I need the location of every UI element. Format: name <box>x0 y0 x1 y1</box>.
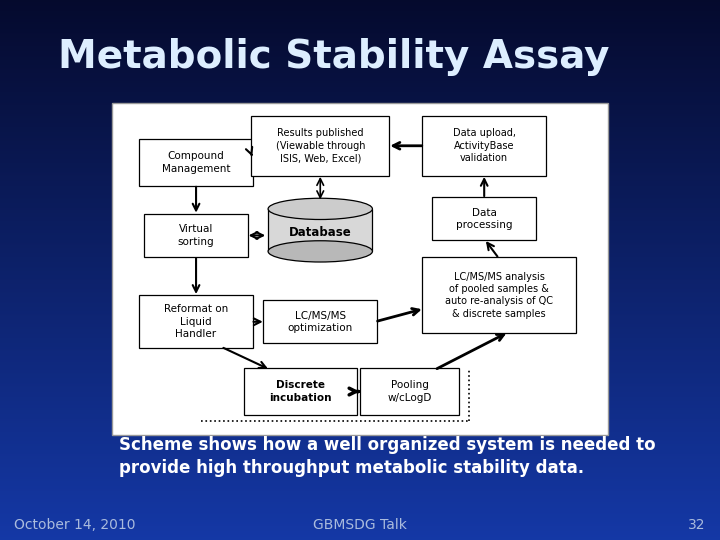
Text: Results published
(Viewable through
ISIS, Web, Excel): Results published (Viewable through ISIS… <box>276 129 365 163</box>
Text: GBMSDG Talk: GBMSDG Talk <box>313 518 407 532</box>
FancyBboxPatch shape <box>423 116 546 176</box>
Ellipse shape <box>268 198 372 219</box>
Text: Pooling
w/cLogD: Pooling w/cLogD <box>387 380 432 403</box>
Text: Compound
Management: Compound Management <box>162 151 230 173</box>
FancyBboxPatch shape <box>144 214 248 257</box>
Text: Virtual
sorting: Virtual sorting <box>178 224 215 247</box>
FancyBboxPatch shape <box>112 103 608 435</box>
FancyBboxPatch shape <box>251 116 390 176</box>
Text: Database: Database <box>289 226 351 239</box>
FancyBboxPatch shape <box>243 368 357 415</box>
Text: LC/MS/MS
optimization: LC/MS/MS optimization <box>287 310 353 333</box>
Text: Data upload,
ActivityBase
validation: Data upload, ActivityBase validation <box>453 129 516 163</box>
FancyBboxPatch shape <box>423 257 576 333</box>
Text: Scheme shows how a well organized system is needed to
provide high throughput me: Scheme shows how a well organized system… <box>119 435 655 477</box>
Text: Metabolic Stability Assay: Metabolic Stability Assay <box>58 38 609 76</box>
Text: 32: 32 <box>688 518 706 532</box>
Ellipse shape <box>268 241 372 262</box>
FancyBboxPatch shape <box>264 300 377 343</box>
FancyBboxPatch shape <box>360 368 459 415</box>
FancyBboxPatch shape <box>432 197 536 240</box>
Text: LC/MS/MS analysis
of pooled samples &
auto re-analysis of QC
& discrete samples: LC/MS/MS analysis of pooled samples & au… <box>445 272 553 319</box>
Bar <box>268 209 372 252</box>
Text: Reformat on
Liquid
Handler: Reformat on Liquid Handler <box>164 305 228 339</box>
Text: October 14, 2010: October 14, 2010 <box>14 518 136 532</box>
Text: Discrete
incubation: Discrete incubation <box>269 380 332 403</box>
Text: Data
processing: Data processing <box>456 208 513 230</box>
FancyBboxPatch shape <box>139 295 253 348</box>
FancyBboxPatch shape <box>139 139 253 186</box>
